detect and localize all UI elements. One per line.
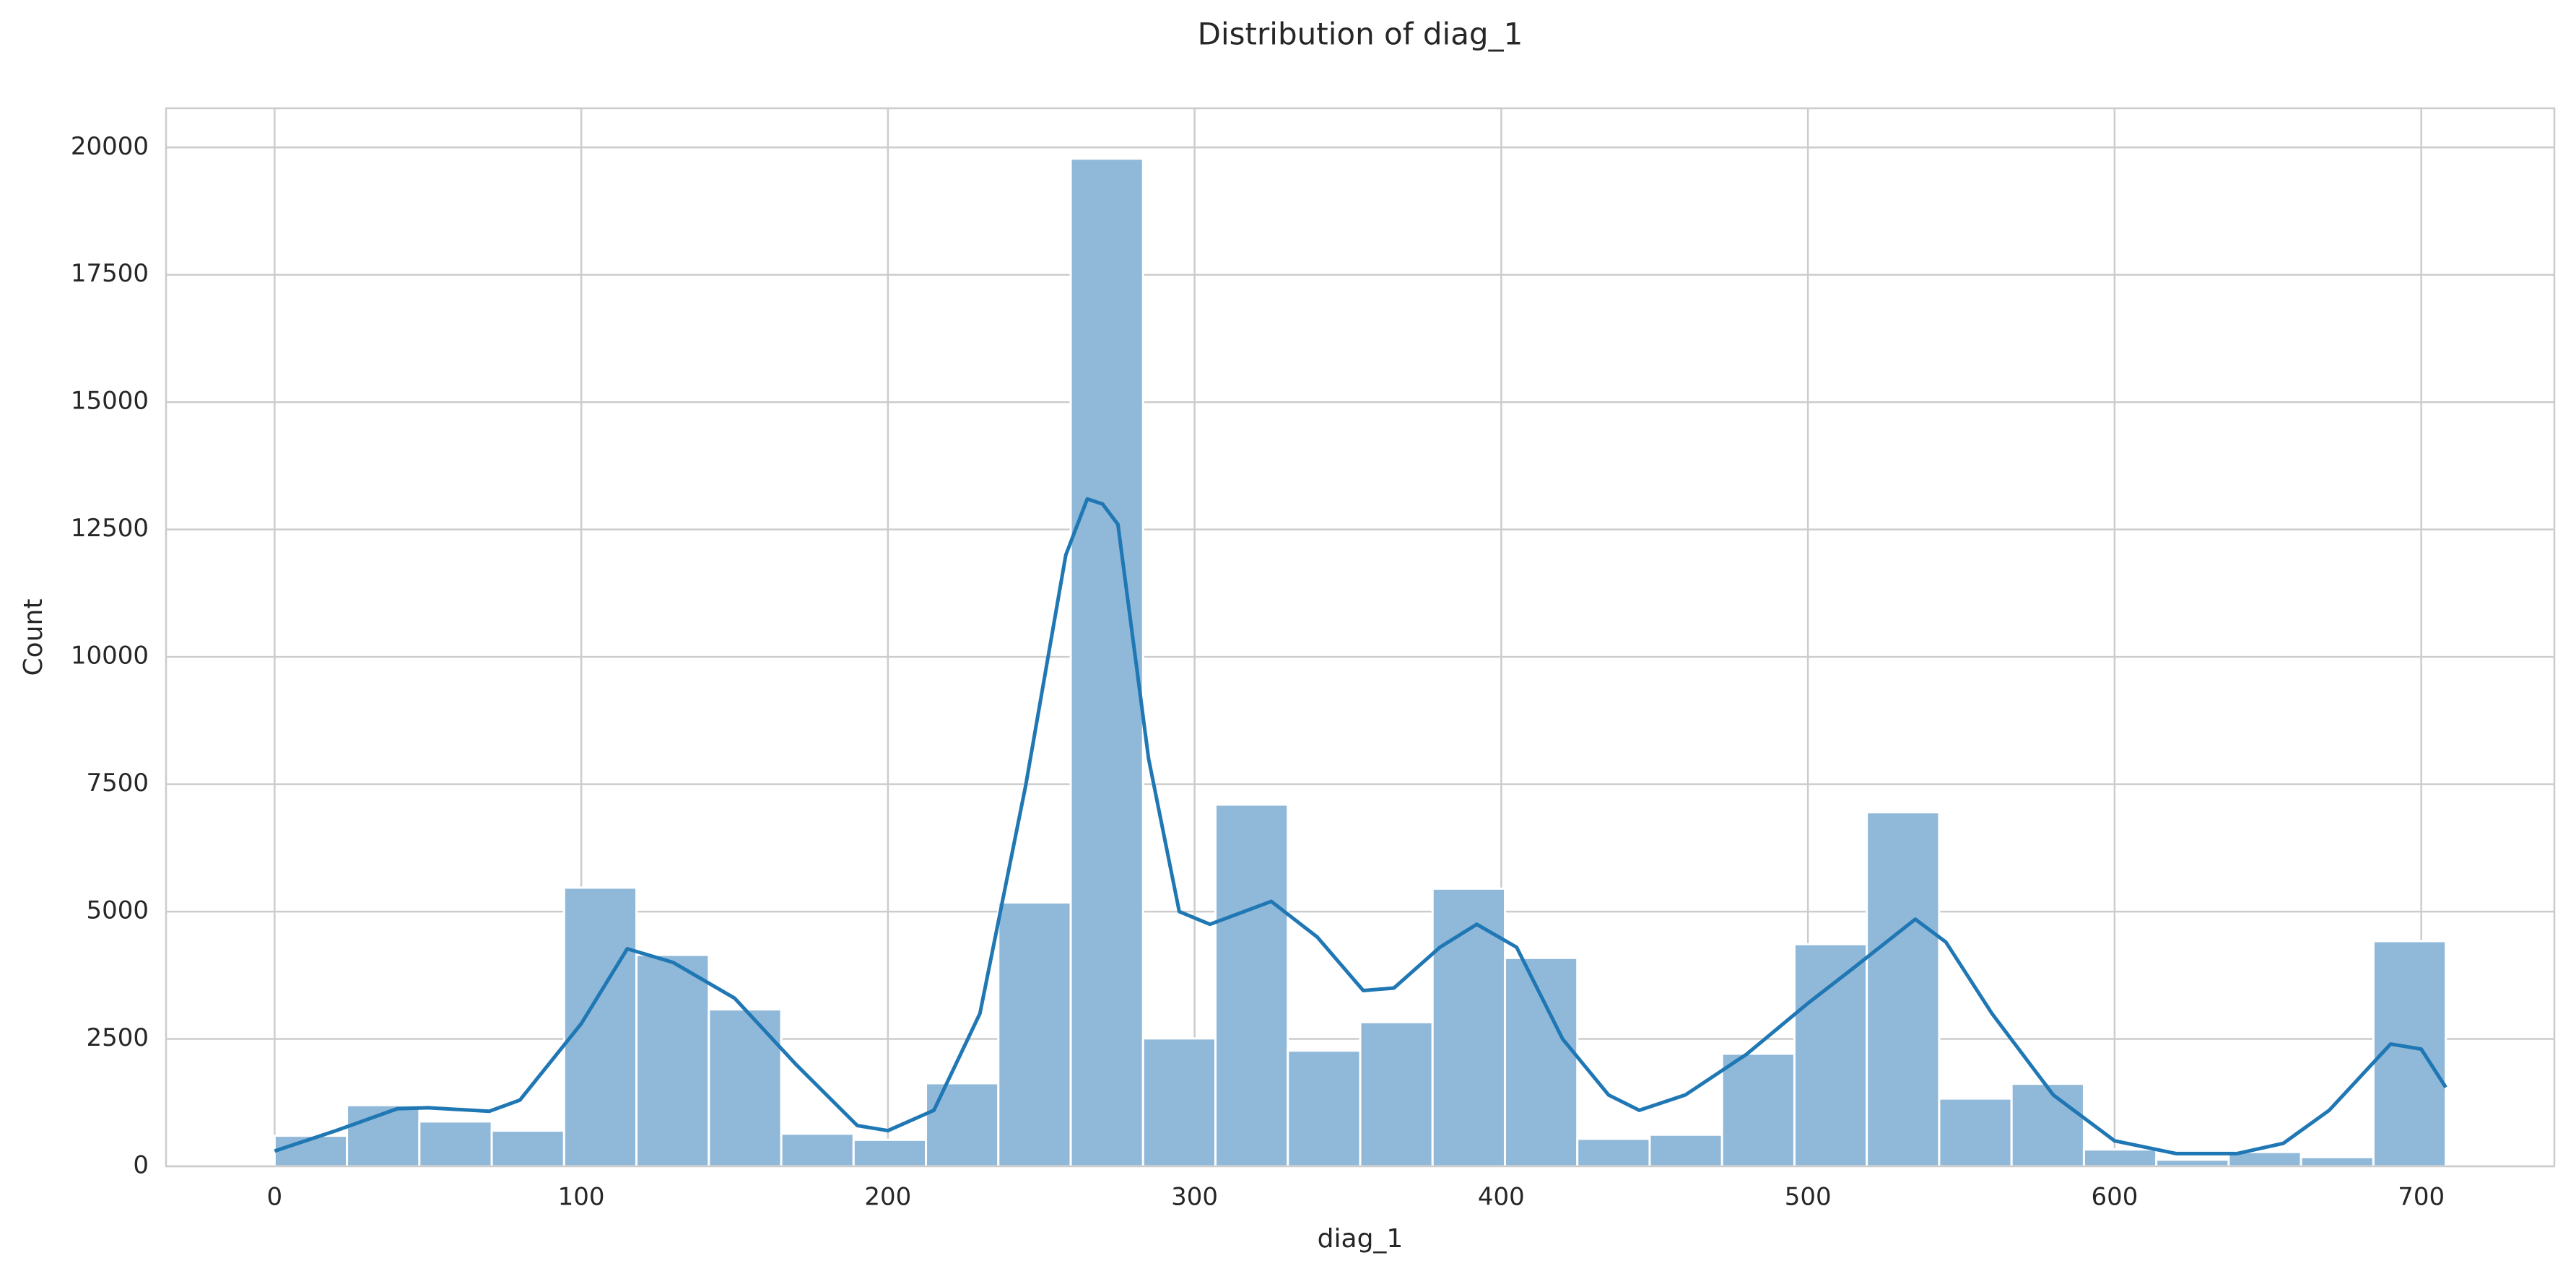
x-tick-label: 600 (2091, 1183, 2138, 1212)
bar (2082, 1148, 2158, 1168)
bar (1287, 1049, 1362, 1168)
chart-title: Distribution of diag_1 (1198, 17, 1523, 52)
x-axis-label: diag_1 (1318, 1224, 1404, 1254)
x-tick-label: 300 (1171, 1183, 1218, 1212)
y-tick-label: 0 (133, 1151, 149, 1180)
bar (2155, 1158, 2230, 1168)
bar (708, 1008, 783, 1168)
y-tick-label: 2500 (86, 1023, 149, 1052)
x-tick-label: 0 (267, 1183, 283, 1212)
bar (1938, 1097, 2013, 1168)
bar (1648, 1133, 1723, 1168)
y-tick-label: 5000 (86, 896, 149, 925)
bar (635, 953, 710, 1168)
y-tick-label: 7500 (86, 769, 149, 798)
y-tick-label: 15000 (71, 387, 149, 416)
y-tick-label: 10000 (71, 642, 149, 670)
bar (925, 1082, 1000, 1168)
bar (490, 1129, 565, 1168)
plot-frame (165, 107, 2556, 1168)
y-axis-label: Count (19, 599, 48, 676)
bar (2010, 1083, 2085, 1168)
bar (852, 1138, 928, 1168)
bar (2372, 940, 2447, 1168)
bar (418, 1120, 493, 1168)
bar (562, 886, 638, 1168)
y-tick-label: 17500 (71, 259, 149, 288)
x-tick-label: 400 (1478, 1183, 1525, 1212)
bar (1720, 1052, 1796, 1168)
bar (1576, 1137, 1651, 1168)
x-tick-label: 700 (2398, 1183, 2445, 1212)
bar (997, 901, 1072, 1168)
bar (1359, 1021, 1434, 1168)
bar (1431, 887, 1506, 1168)
y-tick-label: 20000 (71, 132, 149, 161)
y-tick-label: 12500 (71, 514, 149, 543)
bar (1866, 810, 1941, 1168)
x-tick-label: 200 (864, 1183, 911, 1212)
bar (1793, 943, 1868, 1168)
bar (1214, 803, 1289, 1168)
bar (1141, 1037, 1217, 1168)
x-tick-label: 500 (1785, 1183, 1832, 1212)
bar (780, 1132, 855, 1168)
kde-line (274, 497, 2447, 1155)
x-tick-label: 100 (558, 1183, 605, 1212)
bar (1069, 157, 1144, 1168)
bar (2299, 1155, 2375, 1168)
bar (1503, 956, 1579, 1168)
